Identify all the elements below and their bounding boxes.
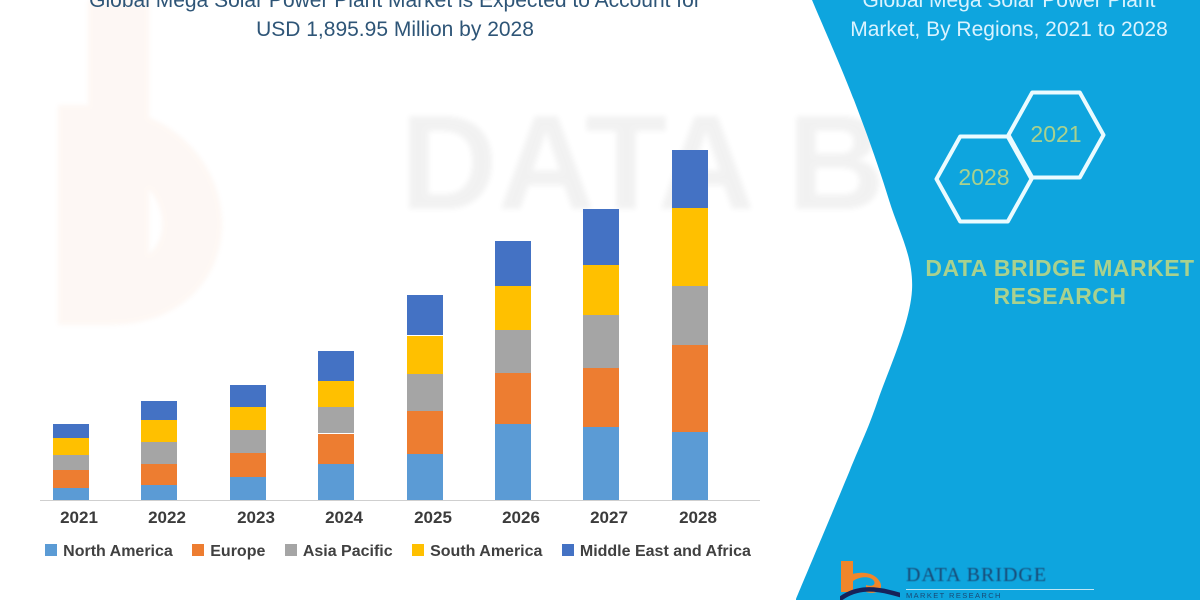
- svg-text:2021: 2021: [1030, 121, 1081, 147]
- svg-text:2028: 2028: [958, 164, 1009, 190]
